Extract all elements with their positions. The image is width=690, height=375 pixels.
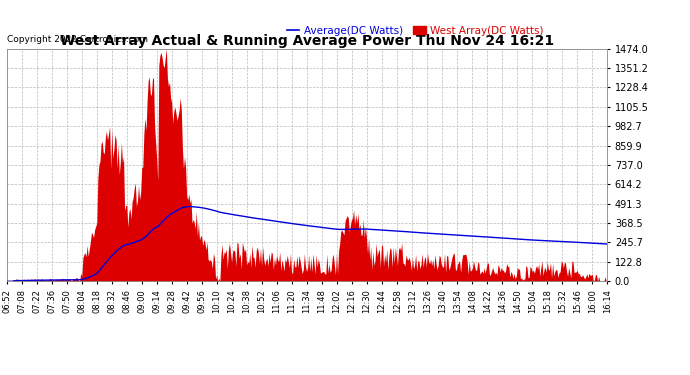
Legend: Average(DC Watts), West Array(DC Watts): Average(DC Watts), West Array(DC Watts) xyxy=(283,21,547,40)
Text: Copyright 2022 Cartronics.com: Copyright 2022 Cartronics.com xyxy=(7,35,148,44)
Title: West Array Actual & Running Average Power Thu Nov 24 16:21: West Array Actual & Running Average Powe… xyxy=(60,34,554,48)
